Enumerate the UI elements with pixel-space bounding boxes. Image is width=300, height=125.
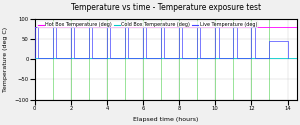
Title: Temperature vs time - Temperature exposure test: Temperature vs time - Temperature exposu… (70, 4, 261, 13)
X-axis label: Elapsed time (hours): Elapsed time (hours) (133, 116, 198, 121)
Legend: Hot Box Temperature (deg), Cold Box Temperature (deg), Live Temperature (deg): Hot Box Temperature (deg), Cold Box Temp… (37, 21, 258, 28)
Y-axis label: Temperature (deg C): Temperature (deg C) (4, 27, 8, 92)
